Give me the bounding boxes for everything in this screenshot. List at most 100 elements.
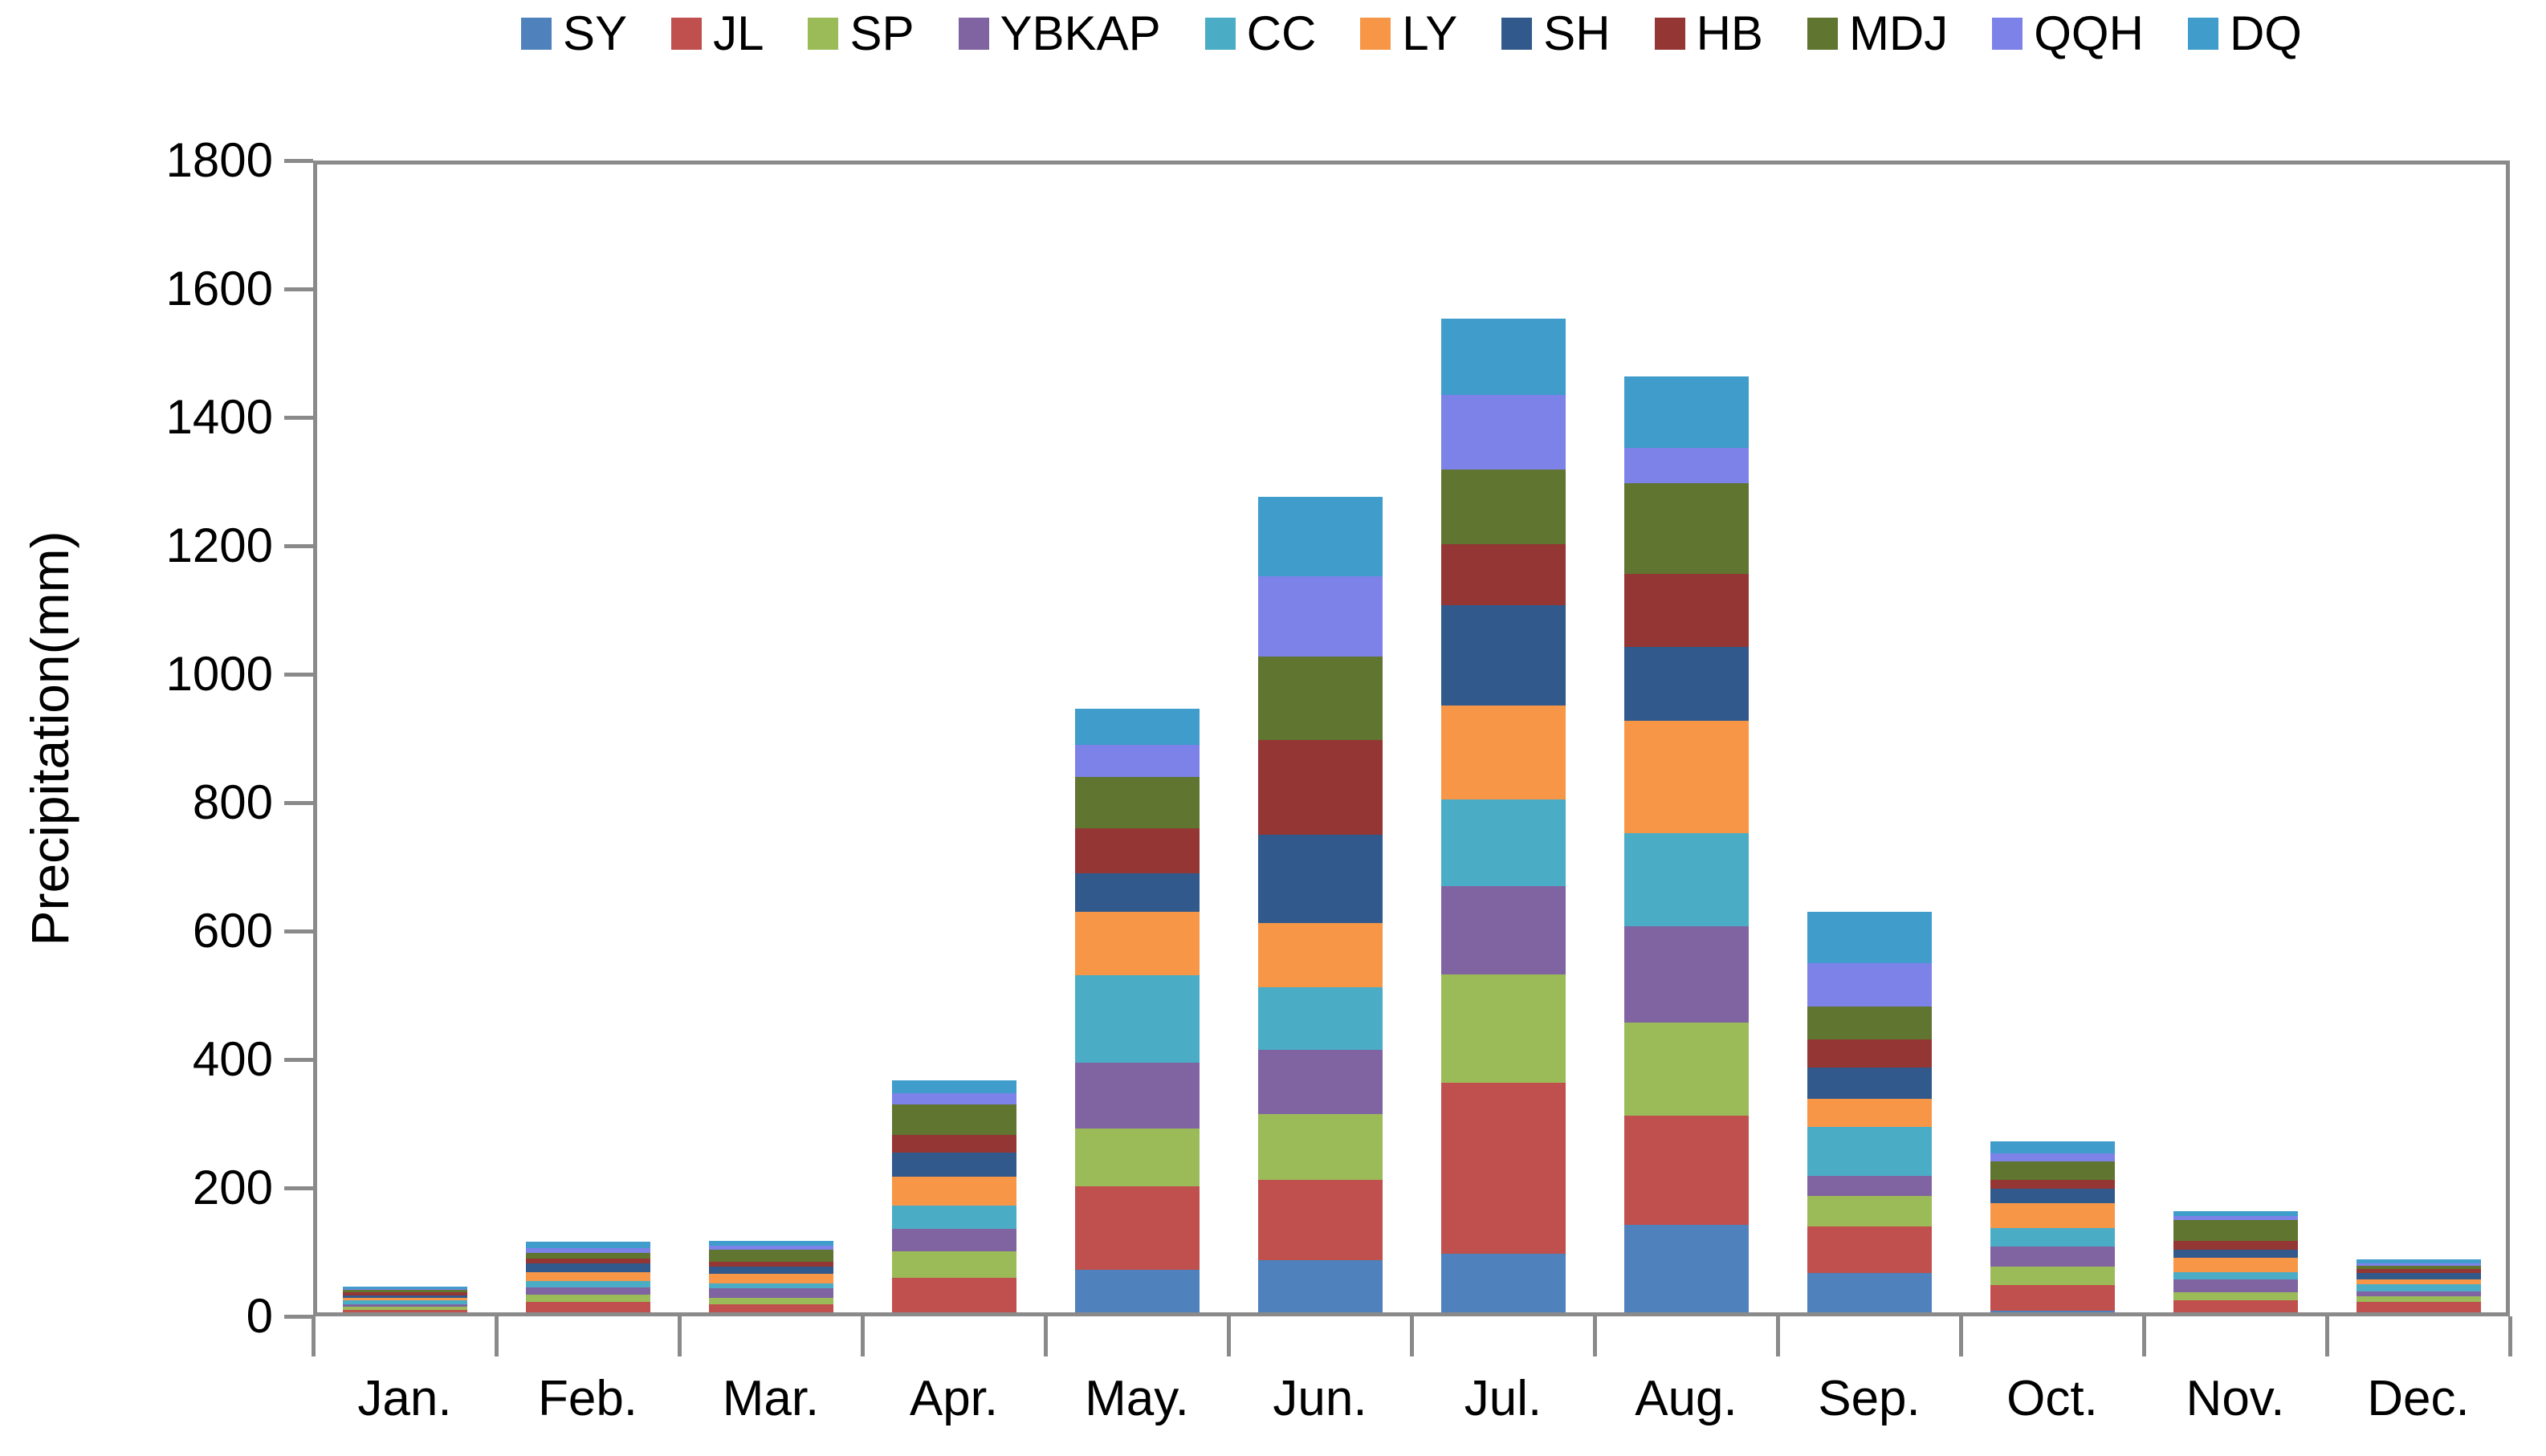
- bar-segment-Mar-SP: [708, 1297, 833, 1304]
- bar-segment-Jul-JL: [1440, 1082, 1566, 1255]
- bar-segment-Apr-SH: [891, 1153, 1016, 1177]
- bar-segment-Nov-YBKAP: [2173, 1279, 2298, 1293]
- bar-segment-Jan-JL: [342, 1310, 467, 1316]
- bar-segment-Jul-QQH: [1440, 395, 1566, 470]
- bar-segment-Oct-CC: [1990, 1228, 2115, 1247]
- legend-swatch-icon: [671, 18, 703, 50]
- y-tick-mark: [284, 158, 313, 163]
- bar-segment-Apr-SY: [891, 1312, 1016, 1316]
- bar-segment-Feb-JL: [525, 1302, 650, 1313]
- bar-segment-Nov-LY: [2173, 1258, 2298, 1272]
- x-category-label: Jul.: [1464, 1371, 1542, 1426]
- bar-segment-Jun-JL: [1257, 1180, 1383, 1260]
- x-tick-mark: [1226, 1316, 1231, 1356]
- x-category-label: Mar.: [722, 1371, 820, 1426]
- bar-segment-Sep-YBKAP: [1807, 1175, 1932, 1197]
- bar-segment-Feb-QQH: [525, 1248, 650, 1253]
- bar-segment-Feb-SH: [525, 1263, 650, 1272]
- bar-segment-Jan-MDJ: [342, 1290, 467, 1293]
- x-category-label: Sep.: [1818, 1371, 1921, 1426]
- bar-segment-Dec-SH: [2356, 1273, 2481, 1279]
- bar-segment-Dec-QQH: [2356, 1263, 2481, 1266]
- y-tick-mark: [284, 415, 313, 420]
- bar-segment-Nov-MDJ: [2173, 1220, 2298, 1241]
- bar-segment-Nov-DQ: [2173, 1210, 2298, 1217]
- bar-segment-May-MDJ: [1074, 777, 1200, 828]
- bar-segment-Apr-HB: [891, 1134, 1016, 1153]
- bar-segment-Apr-QQH: [891, 1093, 1016, 1104]
- bar-segment-Dec-LY: [2356, 1279, 2481, 1284]
- bar-segment-Mar-MDJ: [708, 1249, 833, 1262]
- bar-segment-Aug-MDJ: [1623, 482, 1749, 575]
- bar-segment-Feb-LY: [525, 1271, 650, 1281]
- y-tick-label: 1200: [165, 519, 273, 572]
- bar-segment-Jun-HB: [1257, 739, 1383, 835]
- legend-swatch-icon: [1654, 18, 1685, 50]
- bar-segment-Nov-SH: [2173, 1249, 2298, 1259]
- bar-segment-Dec-SP: [2356, 1296, 2481, 1302]
- bar-segment-Feb-SP: [525, 1294, 650, 1303]
- bar-segment-Jan-YBKAP: [342, 1303, 467, 1307]
- bar-segment-Jan-SY: [342, 1315, 467, 1316]
- y-tick-label: 1000: [165, 647, 273, 701]
- bar-segment-Jun-YBKAP: [1257, 1050, 1383, 1114]
- bar-segment-Jun-MDJ: [1257, 656, 1383, 740]
- bar-segment-Oct-YBKAP: [1990, 1246, 2115, 1267]
- bar-segment-Dec-DQ: [2356, 1259, 2481, 1263]
- legend-item-QQH: QQH: [1992, 10, 2144, 58]
- bar-segment-Jun-LY: [1257, 922, 1383, 988]
- bar-segment-Jun-SH: [1257, 835, 1383, 923]
- x-category-label: Apr.: [909, 1371, 999, 1426]
- bar-segment-Aug-SH: [1623, 647, 1749, 721]
- x-tick-mark: [1043, 1316, 1048, 1356]
- bar-segment-Sep-HB: [1807, 1039, 1932, 1068]
- x-category-label: Jan.: [357, 1371, 452, 1426]
- bar-segment-Oct-JL: [1990, 1284, 2115, 1311]
- bar-segment-Feb-HB: [525, 1259, 650, 1264]
- legend-swatch-icon: [1360, 18, 1391, 50]
- x-tick-mark: [860, 1316, 865, 1356]
- legend-swatch-icon: [2187, 18, 2218, 50]
- y-tick-mark: [284, 672, 313, 677]
- bar-segment-Oct-SH: [1990, 1188, 2115, 1204]
- bar-segment-Aug-QQH: [1623, 448, 1749, 483]
- x-tick-mark: [677, 1316, 682, 1356]
- bar-segment-Nov-HB: [2173, 1240, 2298, 1250]
- legend: SY JL SP YBKAP CC LY SH HB MDJ QQH DQ: [313, 10, 2510, 58]
- bar-segment-May-QQH: [1074, 745, 1200, 777]
- legend-label: QQH: [2034, 6, 2144, 60]
- x-category-label: Dec.: [2367, 1371, 2470, 1426]
- bar-segment-Apr-MDJ: [891, 1104, 1016, 1135]
- bar-segment-Apr-YBKAP: [891, 1229, 1016, 1252]
- y-tick-mark: [284, 543, 313, 548]
- bar-segment-Dec-SY: [2356, 1313, 2481, 1316]
- bar-segment-Oct-QQH: [1990, 1153, 2115, 1162]
- y-axis-title: Precipitation(mm): [20, 531, 79, 946]
- bar-segment-Mar-HB: [708, 1262, 833, 1267]
- legend-item-SH: SH: [1501, 10, 1611, 58]
- legend-item-MDJ: MDJ: [1807, 10, 1948, 58]
- bar-segment-Dec-CC: [2356, 1284, 2481, 1291]
- bar-segment-Dec-HB: [2356, 1268, 2481, 1274]
- bar-segment-Feb-CC: [525, 1281, 650, 1287]
- bar-segment-Jan-SP: [342, 1307, 467, 1310]
- legend-swatch-icon: [1204, 18, 1236, 50]
- x-tick-mark: [2324, 1316, 2329, 1356]
- bar-segment-Feb-SY: [525, 1313, 650, 1316]
- bar-segment-Nov-SY: [2173, 1313, 2298, 1316]
- x-tick-mark: [1409, 1316, 1414, 1356]
- bar-segment-Apr-JL: [891, 1278, 1016, 1313]
- legend-label: CC: [1246, 6, 1317, 60]
- bar-segment-Feb-DQ: [525, 1242, 650, 1249]
- bar-segment-Jan-HB: [342, 1292, 467, 1296]
- bar-segment-Apr-DQ: [891, 1080, 1016, 1094]
- bar-segment-Aug-JL: [1623, 1116, 1749, 1226]
- y-tick-mark: [284, 1057, 313, 1062]
- x-tick-mark: [311, 1316, 316, 1356]
- bar-segment-Jan-LY: [342, 1297, 467, 1300]
- legend-item-CC: CC: [1204, 6, 1317, 60]
- bar-segment-Apr-LY: [891, 1177, 1016, 1206]
- bar-segment-May-SP: [1074, 1129, 1200, 1187]
- bar-segment-Jan-QQH: [342, 1288, 467, 1291]
- bar-segment-Mar-SY: [708, 1313, 833, 1316]
